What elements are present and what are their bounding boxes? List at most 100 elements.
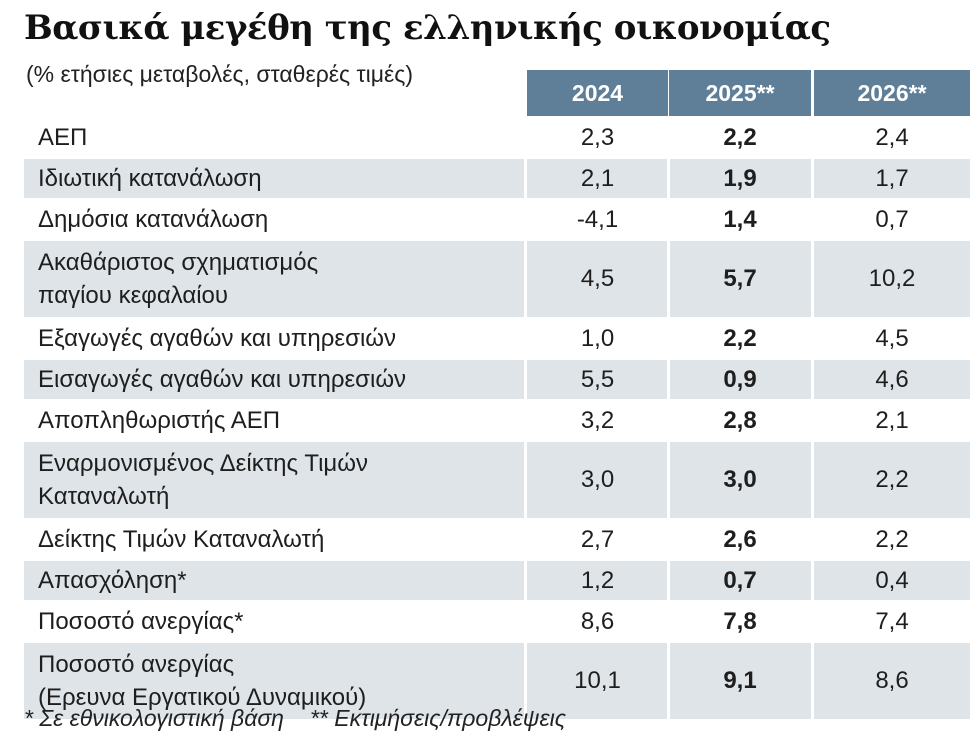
column-divider xyxy=(524,159,527,198)
value-2024: 2,7 xyxy=(580,525,615,553)
value-2025: 2,2 xyxy=(723,324,757,352)
value-2026: 2,1 xyxy=(875,406,909,434)
footnote: * Σε εθνικολογιστική βάση ** Εκτιμήσεις/π… xyxy=(24,705,566,732)
value-2024: 5,5 xyxy=(580,365,615,393)
row-label: Απασχόληση* xyxy=(38,564,518,597)
column-divider xyxy=(667,442,670,518)
row-label-line: παγίου κεφαλαίου xyxy=(38,282,229,309)
value-2024: 4,5 xyxy=(580,265,615,292)
value-2025: 7,8 xyxy=(723,607,757,635)
value-2026: 10,2 xyxy=(868,265,916,292)
table-row: ΑΕΠ 2,3 2,2 2,4 xyxy=(24,118,970,157)
column-divider xyxy=(524,401,527,440)
value-2025: 2,8 xyxy=(723,406,757,434)
row-label: ΑΕΠ xyxy=(38,121,518,154)
column-divider xyxy=(811,159,814,198)
column-divider xyxy=(811,643,814,719)
column-divider xyxy=(811,602,814,641)
value-2025: 2,2 xyxy=(723,123,757,151)
table-header-row: 2024 2025** 2026** xyxy=(24,70,970,116)
column-divider xyxy=(524,602,527,641)
column-divider xyxy=(811,319,814,358)
row-label-line: ΑΕΠ xyxy=(38,124,88,151)
column-header-2026: 2026** xyxy=(814,70,970,116)
row-label-line: Απασχόληση* xyxy=(38,567,187,594)
row-label-line: Ποσοστό ανεργίας* xyxy=(38,608,244,635)
value-2026: 2,4 xyxy=(875,123,909,151)
column-divider xyxy=(811,241,814,317)
column-divider xyxy=(667,118,670,157)
table-row: Εναρμονισμένος Δείκτης Τιμών Καταναλωτή 3,… xyxy=(24,442,970,518)
table-row: Δείκτης Τιμών Καταναλωτή 2,7 2,6 2,2 xyxy=(24,520,970,559)
table-body: ΑΕΠ 2,3 2,2 2,4 Ιδιωτική κατανάλωση 2,1 1,9 1,7… xyxy=(24,118,970,719)
value-2024: 3,0 xyxy=(580,466,615,493)
chart-title: Βασικά μεγέθη της ελληνικής οικονομίας xyxy=(24,8,831,48)
column-divider xyxy=(667,360,670,399)
value-2026: 4,6 xyxy=(875,365,909,393)
row-label-line: (Ερευνα Εργατικού Δυναμικού) xyxy=(38,684,367,711)
table-row: Ακαθάριστος σχηματισμός παγίου κεφαλαίου 4… xyxy=(24,241,970,317)
row-label-line: Εναρμονισμένος Δείκτης Τιμών xyxy=(38,450,368,477)
table-row: Ποσοστό ανεργίας (Ερευνα Εργατικού Δυναμι… xyxy=(24,643,970,719)
value-2025: 2,6 xyxy=(723,525,757,553)
value-2026: 4,5 xyxy=(875,324,909,352)
value-2024: 1,0 xyxy=(580,324,615,352)
column-divider xyxy=(524,442,527,518)
column-header-2024: 2024 xyxy=(527,70,668,116)
row-label-line: Ακαθάριστος σχηματισμός xyxy=(38,249,319,276)
row-label: Δημόσια κατανάλωση xyxy=(38,203,518,236)
row-label-line: Καταναλωτή xyxy=(38,483,170,510)
value-2025: 9,1 xyxy=(723,667,757,694)
column-divider xyxy=(524,643,527,719)
column-divider xyxy=(524,319,527,358)
column-divider xyxy=(524,561,527,600)
column-divider xyxy=(667,643,670,719)
column-divider xyxy=(667,319,670,358)
footnote-estimates: ** Εκτιμήσεις/προβλέψεις xyxy=(309,705,566,731)
value-2024: 1,2 xyxy=(580,566,615,594)
value-2025: 0,9 xyxy=(723,365,757,393)
table-row: Ποσοστό ανεργίας* 8,6 7,8 7,4 xyxy=(24,602,970,641)
value-2025: 0,7 xyxy=(723,566,757,594)
row-label: Εξαγωγές αγαθών και υπηρεσιών xyxy=(38,322,518,355)
column-divider xyxy=(667,520,670,559)
value-2024: 8,6 xyxy=(580,607,615,635)
column-divider xyxy=(524,118,527,157)
column-divider xyxy=(667,159,670,198)
value-2026: 1,7 xyxy=(875,164,909,192)
footnote-national-accounts: * Σε εθνικολογιστική βάση xyxy=(24,705,284,731)
chart-subtitle: (% ετήσιες μεταβολές, σταθερές τιμές) xyxy=(26,61,413,87)
row-label-line: Δημόσια κατανάλωση xyxy=(38,206,269,233)
value-2026: 7,4 xyxy=(875,607,909,635)
value-2025: 1,9 xyxy=(723,164,757,192)
value-2026: 0,7 xyxy=(875,205,909,233)
value-2026: 2,2 xyxy=(875,466,909,493)
value-2024: 2,3 xyxy=(580,123,615,151)
column-divider xyxy=(667,401,670,440)
column-divider xyxy=(811,442,814,518)
column-divider xyxy=(811,401,814,440)
column-header-2025: 2025** xyxy=(669,70,811,116)
table-row: Απασχόληση* 1,2 0,7 0,4 xyxy=(24,561,970,600)
row-label: Ποσοστό ανεργίας (Ερευνα Εργατικού Δυναμι… xyxy=(38,648,518,714)
row-label-line: Ποσοστό ανεργίας xyxy=(38,651,235,678)
row-label-line: Εισαγωγές αγαθών και υπηρεσιών xyxy=(38,366,407,393)
row-label: Εισαγωγές αγαθών και υπηρεσιών xyxy=(38,363,518,396)
row-label-line: Δείκτης Τιμών Καταναλωτή xyxy=(38,526,325,553)
value-2024: 10,1 xyxy=(574,667,621,694)
column-divider xyxy=(667,602,670,641)
value-2024: 2,1 xyxy=(580,164,615,192)
value-2025: 3,0 xyxy=(723,466,757,493)
table-row: Ιδιωτική κατανάλωση 2,1 1,9 1,7 xyxy=(24,159,970,198)
row-label: Δείκτης Τιμών Καταναλωτή xyxy=(38,523,518,556)
table-row: Εισαγωγές αγαθών και υπηρεσιών 5,5 0,9 4,6 xyxy=(24,360,970,399)
row-label: Ποσοστό ανεργίας* xyxy=(38,605,518,638)
column-divider xyxy=(811,520,814,559)
column-divider xyxy=(667,561,670,600)
column-divider xyxy=(811,200,814,239)
row-label: Ακαθάριστος σχηματισμός παγίου κεφαλαίου xyxy=(38,246,518,312)
column-divider xyxy=(667,241,670,317)
table-row: Αποπληθωριστής ΑΕΠ 3,2 2,8 2,1 xyxy=(24,401,970,440)
column-divider xyxy=(811,561,814,600)
value-2025: 1,4 xyxy=(723,205,757,233)
